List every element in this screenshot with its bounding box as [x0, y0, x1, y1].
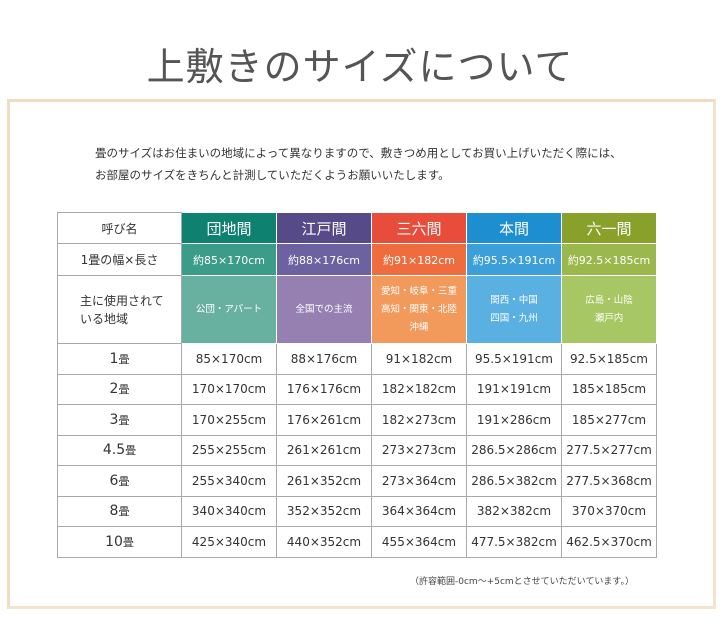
size-value: 273×364cm — [371, 465, 467, 497]
size-value: 286.5×286cm — [466, 434, 562, 466]
column-name: 六一間 — [561, 212, 657, 244]
table-row: 2畳 170×170cm 176×176cm 182×182cm 191×191cm 18… — [57, 373, 657, 405]
count-number: 4.5 — [102, 442, 126, 459]
size-value: 92.5×185cm — [561, 343, 657, 375]
region: 関西・中国 四国・九州 — [466, 275, 562, 344]
tatami-count: 10畳 — [57, 526, 182, 558]
unit-size: 約95.5×191cm — [466, 243, 562, 276]
size-value: 273×273cm — [371, 434, 467, 466]
size-value: 261×352cm — [276, 465, 372, 497]
table-row: 8畳 340×340cm 352×352cm 364×364cm 382×382cm 37… — [57, 495, 657, 527]
tatami-count: 1畳 — [57, 343, 182, 375]
size-value: 185×277cm — [561, 404, 657, 436]
row-label: 1畳の幅×長さ — [57, 243, 182, 276]
size-value: 182×273cm — [371, 404, 467, 436]
count-unit: 畳 — [122, 535, 134, 549]
table-row: 6畳 255×340cm 261×352cm 273×364cm 286.5×382cm… — [57, 465, 657, 497]
content-frame — [7, 99, 716, 609]
row-label: 呼び名 — [57, 212, 182, 244]
count-unit: 畳 — [118, 413, 130, 427]
unit-size: 約88×176cm — [276, 243, 372, 276]
column-name: 団地間 — [181, 212, 277, 244]
table-row: 1畳 85×170cm 88×176cm 91×182cm 95.5×191cm 92.5… — [57, 343, 657, 375]
unit-size-row: 1畳の幅×長さ 約85×170cm 約88×176cm 約91×182cm 約95.5×… — [57, 243, 657, 276]
region: 広島・山陰 瀬戸内 — [561, 275, 657, 344]
count-unit: 畳 — [118, 474, 130, 488]
size-value: 170×170cm — [181, 373, 277, 405]
size-value: 340×340cm — [181, 495, 277, 527]
count-number: 10 — [105, 533, 123, 550]
tatami-count: 6畳 — [57, 465, 182, 497]
count-unit: 畳 — [118, 352, 130, 366]
size-value: 191×191cm — [466, 373, 562, 405]
count-unit: 畳 — [125, 444, 137, 458]
region: 愛知・岐阜・三重 高知・関東・北陸 沖縄 — [371, 275, 467, 344]
table-row: 4.5畳 255×255cm 261×261cm 273×273cm 286.5×286… — [57, 434, 657, 466]
size-value: 91×182cm — [371, 343, 467, 375]
size-value: 352×352cm — [276, 495, 372, 527]
count-unit: 畳 — [118, 505, 130, 519]
count-number: 1 — [109, 350, 119, 367]
size-value: 255×255cm — [181, 434, 277, 466]
size-value: 176×176cm — [276, 373, 372, 405]
size-value: 382×382cm — [466, 495, 562, 527]
size-value: 277.5×277cm — [561, 434, 657, 466]
size-value: 182×182cm — [371, 373, 467, 405]
size-value: 261×261cm — [276, 434, 372, 466]
column-name: 江戸間 — [276, 212, 372, 244]
tatami-count: 8畳 — [57, 495, 182, 527]
size-value: 191×286cm — [466, 404, 562, 436]
tatami-count: 4.5畳 — [57, 434, 182, 466]
region: 全国での主流 — [276, 275, 372, 344]
count-number: 8 — [109, 503, 119, 520]
tatami-count: 3畳 — [57, 404, 182, 436]
table-row: 10畳 425×340cm 440×352cm 455×364cm 477.5×382c… — [57, 526, 657, 558]
header-row: 呼び名 団地間 江戸間 三六間 本間 六一間 — [57, 212, 657, 244]
intro-text: 畳のサイズはお住まいの地域によって異なりますので、敷きつめ用としてお買い上げいた… — [95, 142, 622, 186]
count-number: 2 — [109, 381, 119, 398]
size-value: 277.5×368cm — [561, 465, 657, 497]
size-value: 95.5×191cm — [466, 343, 562, 375]
size-value: 176×261cm — [276, 404, 372, 436]
region-row: 主に使用されて いる地域 公団・アパート 全国での主流 愛知・岐阜・三重 高知・関東・北陸… — [57, 275, 657, 344]
size-value: 88×176cm — [276, 343, 372, 375]
unit-size: 約91×182cm — [371, 243, 467, 276]
tatami-count: 2畳 — [57, 373, 182, 405]
column-name: 三六間 — [371, 212, 467, 244]
size-value: 170×255cm — [181, 404, 277, 436]
page-title: 上敷きのサイズについて — [146, 45, 574, 89]
unit-size: 約92.5×185cm — [561, 243, 657, 276]
intro-line: 畳のサイズはお住まいの地域によって異なりますので、敷きつめ用としてお買い上げいた… — [95, 146, 622, 160]
size-value: 185×185cm — [561, 373, 657, 405]
count-unit: 畳 — [118, 383, 130, 397]
unit-size: 約85×170cm — [181, 243, 277, 276]
size-value: 455×364cm — [371, 526, 467, 558]
count-number: 3 — [109, 411, 119, 428]
count-number: 6 — [109, 472, 119, 489]
intro-line: お部屋のサイズをきちんと計測していただくようお願いいたします。 — [95, 168, 450, 182]
row-label: 主に使用されて いる地域 — [57, 275, 182, 344]
size-value: 477.5×382cm — [466, 526, 562, 558]
region: 公団・アパート — [181, 275, 277, 344]
size-value: 370×370cm — [561, 495, 657, 527]
size-value: 440×352cm — [276, 526, 372, 558]
column-name: 本間 — [466, 212, 562, 244]
size-value: 425×340cm — [181, 526, 277, 558]
size-value: 286.5×382cm — [466, 465, 562, 497]
size-value: 85×170cm — [181, 343, 277, 375]
table-row: 3畳 170×255cm 176×261cm 182×273cm 191×286cm 18… — [57, 404, 657, 436]
tolerance-note: （許容範囲-0cm～+5cmとさせていただいています。） — [410, 577, 635, 587]
size-table: 呼び名 団地間 江戸間 三六間 本間 六一間 1畳の幅×長さ 約85×170cm 約88×176… — [57, 212, 657, 558]
size-value: 462.5×370cm — [561, 526, 657, 558]
size-value: 255×340cm — [181, 465, 277, 497]
size-value: 364×364cm — [371, 495, 467, 527]
